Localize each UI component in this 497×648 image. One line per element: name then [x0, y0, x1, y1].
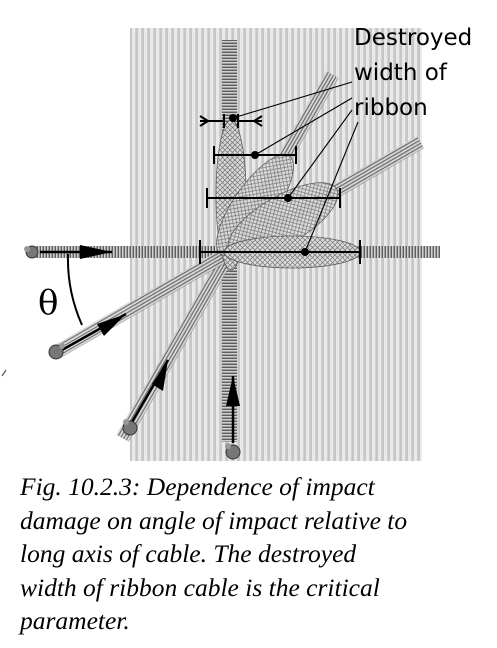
width-marker-30deg: [206, 188, 341, 208]
projectile-0deg: [24, 245, 112, 259]
impact-angle-diagram: [1, 28, 440, 461]
projectile-arrows: [24, 245, 241, 460]
destroyed-width-label-line: width of: [354, 60, 447, 86]
width-marker-0deg: [199, 240, 361, 264]
caption-line: parameter.: [20, 606, 130, 635]
caption-line: width of ribbon cable is the critical: [20, 572, 380, 602]
projectile-particle-icon: [48, 344, 64, 360]
caption-line: long axis of cable. The destroyed: [20, 539, 357, 568]
destroyed-width-label-line: ribbon: [354, 95, 428, 121]
angle-arc: [66, 253, 83, 326]
caption-line: Fig. 10.2.3: Dependence of impact: [20, 472, 375, 501]
label-leader-lines: [229, 81, 359, 256]
marker-dot: [229, 114, 237, 122]
projectile-90deg: [225, 376, 241, 460]
destroyed-width-label-line: Destroyed: [354, 25, 473, 51]
marker-dot: [284, 194, 292, 202]
figure-caption: Fig. 10.2.3: Dependence of impact damage…: [20, 470, 490, 638]
projectile-60deg: [122, 359, 170, 436]
marker-dot: [251, 151, 259, 159]
marker-dot: [301, 248, 309, 256]
caption-line: damage on angle of impact relative to: [20, 505, 408, 535]
damage-ellipses: [215, 119, 361, 271]
stray-mark: [1, 369, 7, 377]
angle-theta-label: θ: [38, 283, 59, 323]
width-markers: [199, 114, 361, 264]
projectile-30deg: [48, 312, 127, 360]
